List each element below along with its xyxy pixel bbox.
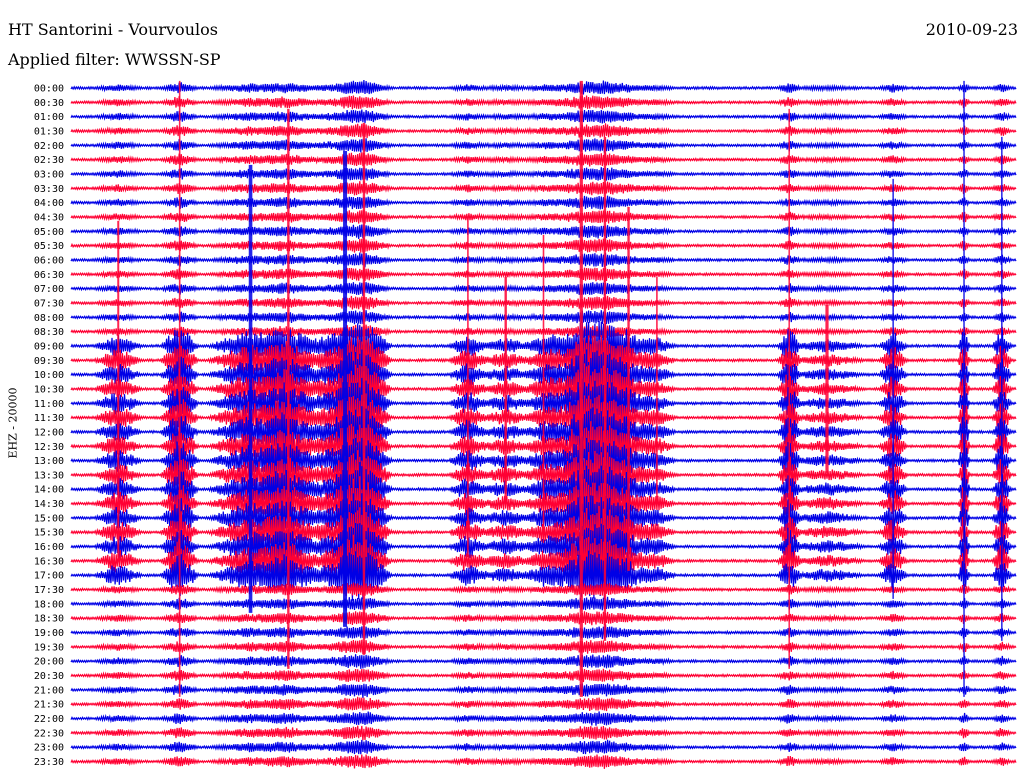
time-tick-labels: 00:00 00:30 01:00 01:30 02:00 02:30 03:00 03:30… — [34, 84, 64, 769]
time-tick-label: 00:30 — [34, 98, 64, 109]
trace-line — [70, 550, 1017, 601]
time-tick-label: 18:00 — [34, 599, 64, 610]
filter-label: Applied filter: WWSSN-SP — [8, 50, 221, 69]
time-tick-label: 07:00 — [34, 284, 64, 295]
channel-label: EHZ - 20000 — [6, 387, 20, 459]
trace-line — [70, 668, 1017, 683]
trace-line — [70, 611, 1017, 626]
time-tick-label: 02:00 — [34, 141, 64, 152]
time-tick-label: 14:30 — [34, 499, 64, 510]
time-tick-label: 11:30 — [34, 413, 64, 424]
trace-line — [70, 754, 1017, 769]
trace-line — [70, 123, 1017, 139]
time-tick-label: 13:00 — [34, 456, 64, 467]
station-title: HT Santorini - Vourvoulos — [8, 20, 218, 39]
time-tick-label: 08:00 — [34, 313, 64, 324]
time-tick-label: 03:00 — [34, 169, 64, 180]
trace-line — [70, 711, 1017, 726]
time-tick-label: 23:00 — [34, 743, 64, 754]
time-tick-label: 10:00 — [34, 370, 64, 381]
time-tick-label: 17:30 — [34, 585, 64, 596]
time-tick-label: 23:30 — [34, 757, 64, 768]
trace-line — [70, 683, 1017, 698]
trace-line — [70, 209, 1017, 224]
time-tick-label: 22:30 — [34, 728, 64, 739]
trace-line — [70, 739, 1017, 755]
time-tick-label: 13:30 — [34, 470, 64, 481]
time-tick-label: 03:30 — [34, 184, 64, 195]
time-tick-label: 01:30 — [34, 126, 64, 137]
time-tick-label: 01:00 — [34, 112, 64, 123]
time-tick-label: 16:30 — [34, 556, 64, 567]
trace-line — [70, 109, 1017, 124]
trace-line — [70, 80, 1017, 95]
trace-line — [70, 167, 1017, 181]
time-tick-label: 21:30 — [34, 700, 64, 711]
trace-group — [70, 80, 1017, 769]
trace-line — [70, 519, 1017, 572]
time-tick-label: 04:30 — [34, 212, 64, 223]
trace-line — [70, 138, 1017, 153]
time-tick-label: 09:00 — [34, 341, 64, 352]
time-tick-label: 20:30 — [34, 671, 64, 682]
trace-line — [70, 654, 1017, 669]
time-tick-label: 04:00 — [34, 198, 64, 209]
time-tick-label: 10:30 — [34, 384, 64, 395]
trace-line — [70, 195, 1017, 210]
time-tick-label: 16:00 — [34, 542, 64, 553]
time-tick-label: 22:00 — [34, 714, 64, 725]
time-tick-label: 05:00 — [34, 227, 64, 238]
date-label: 2010-09-23 — [925, 20, 1018, 39]
time-tick-label: 12:00 — [34, 427, 64, 438]
trace-line — [70, 534, 1017, 586]
time-tick-label: 18:30 — [34, 614, 64, 625]
time-tick-label: 17:00 — [34, 571, 64, 582]
time-tick-label: 00:00 — [34, 84, 64, 95]
time-tick-label: 02:30 — [34, 155, 64, 166]
trace-line — [70, 696, 1017, 712]
trace-line — [70, 725, 1017, 741]
time-tick-label: 08:30 — [34, 327, 64, 338]
time-tick-label: 12:30 — [34, 442, 64, 453]
time-tick-label: 05:30 — [34, 241, 64, 252]
time-tick-label: 19:30 — [34, 642, 64, 653]
trace-line — [70, 224, 1017, 240]
time-tick-label: 19:00 — [34, 628, 64, 639]
time-tick-label: 21:00 — [34, 685, 64, 696]
trace-line — [70, 95, 1017, 110]
time-tick-label: 06:00 — [34, 255, 64, 266]
time-tick-label: 11:00 — [34, 399, 64, 410]
trace-line — [70, 582, 1017, 597]
trace-line — [70, 152, 1017, 167]
trace-line — [70, 181, 1017, 196]
trace-line — [70, 624, 1017, 640]
time-tick-label: 09:30 — [34, 356, 64, 367]
time-tick-label: 15:30 — [34, 528, 64, 539]
time-tick-label: 15:00 — [34, 513, 64, 524]
time-tick-label: 07:30 — [34, 298, 64, 309]
time-tick-label: 14:00 — [34, 485, 64, 496]
trace-line — [70, 639, 1017, 655]
time-tick-label: 20:00 — [34, 657, 64, 668]
trace-line — [70, 596, 1017, 611]
time-tick-label: 06:30 — [34, 270, 64, 281]
